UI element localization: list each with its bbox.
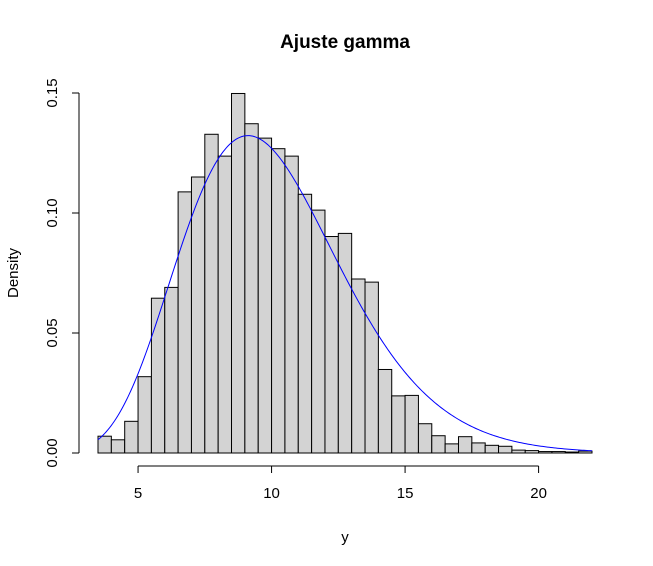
histogram-bar: [391, 395, 406, 454]
histogram-bar: [284, 155, 299, 454]
histogram-bar: [297, 193, 313, 454]
histogram-bar: [231, 92, 246, 454]
x-tick-label: 10: [263, 485, 280, 502]
y-axis: 0.00 0.05 0.10 0.15: [44, 78, 80, 468]
histogram-bar: [137, 376, 152, 454]
histogram-bar: [417, 423, 433, 454]
histogram-bar: [204, 133, 219, 454]
x-axis: 5 10 15 20: [134, 465, 547, 502]
histogram-bar: [498, 445, 513, 454]
y-tick-label: 0.15: [44, 78, 61, 107]
histogram-bar: [311, 209, 326, 454]
x-axis-label: y: [341, 529, 349, 546]
histogram-bar: [124, 420, 139, 454]
histogram-bar: [271, 148, 286, 454]
gamma-fit-curve: [97, 135, 593, 452]
histogram-bar: [538, 451, 553, 454]
y-tick-label: 0.00: [44, 438, 61, 467]
x-tick-label: 20: [530, 485, 547, 502]
histogram-bar: [257, 137, 273, 454]
histogram-bar: [444, 443, 459, 454]
histogram-bar: [484, 444, 500, 454]
histogram-bar: [244, 123, 259, 454]
x-tick-label: 5: [134, 485, 142, 502]
y-tick-label: 0.10: [44, 198, 61, 227]
y-tick-label: 0.05: [44, 318, 61, 347]
histogram-bar: [511, 449, 526, 454]
histogram-bar: [110, 439, 126, 454]
chart-title: Ajuste gamma: [280, 32, 410, 53]
y-axis-label: Density: [5, 247, 22, 298]
histogram-bar: [524, 450, 540, 454]
histogram-bars: [97, 92, 593, 454]
histogram-bar: [324, 236, 339, 454]
histogram-bar: [217, 155, 233, 454]
histogram-bar: [150, 297, 166, 454]
histogram-bar: [578, 450, 593, 454]
histogram-bar: [364, 281, 379, 454]
histogram-bar: [377, 368, 393, 454]
histogram-bar: [551, 451, 566, 454]
histogram-bar: [351, 278, 366, 454]
histogram-bar: [190, 176, 206, 454]
histogram-bar: [164, 286, 179, 454]
histogram-bar: [97, 435, 112, 454]
histogram-bar: [431, 435, 446, 454]
histogram-bar: [177, 191, 192, 454]
histogram-bar: [564, 451, 580, 454]
histogram-bar: [404, 394, 419, 454]
histogram-bar: [457, 436, 473, 454]
x-tick-label: 15: [397, 485, 414, 502]
histogram-bar: [471, 442, 486, 454]
